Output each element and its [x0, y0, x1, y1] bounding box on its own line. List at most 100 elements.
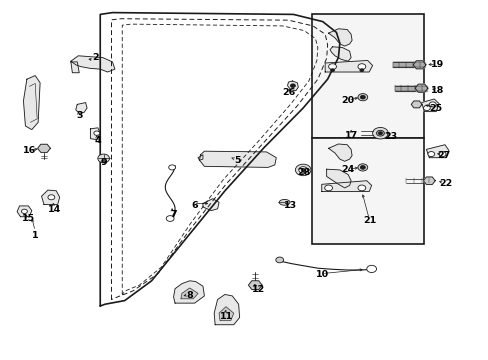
Circle shape	[330, 69, 334, 72]
Text: 20: 20	[341, 95, 354, 104]
Circle shape	[360, 166, 365, 169]
Polygon shape	[321, 181, 371, 192]
Polygon shape	[181, 288, 198, 299]
Text: 19: 19	[430, 60, 444, 69]
Text: 25: 25	[429, 104, 442, 112]
Text: 15: 15	[22, 214, 35, 223]
Text: 24: 24	[341, 165, 354, 174]
Polygon shape	[423, 177, 434, 184]
Polygon shape	[328, 144, 351, 161]
Text: 28: 28	[297, 167, 310, 176]
Polygon shape	[397, 62, 403, 67]
Circle shape	[378, 132, 382, 135]
Circle shape	[168, 165, 175, 170]
Text: 5: 5	[233, 156, 240, 165]
Polygon shape	[173, 281, 204, 303]
Polygon shape	[414, 84, 427, 92]
Circle shape	[298, 167, 307, 173]
Polygon shape	[326, 169, 350, 188]
Polygon shape	[325, 60, 372, 72]
Circle shape	[357, 185, 365, 191]
Polygon shape	[405, 86, 410, 91]
Polygon shape	[71, 56, 115, 72]
Circle shape	[357, 94, 367, 101]
Text: 18: 18	[430, 86, 444, 95]
Polygon shape	[287, 81, 298, 91]
Polygon shape	[38, 144, 50, 152]
Circle shape	[94, 131, 100, 135]
Polygon shape	[219, 307, 233, 320]
Polygon shape	[410, 86, 415, 91]
Circle shape	[275, 257, 283, 263]
Circle shape	[357, 64, 365, 69]
Text: 12: 12	[251, 285, 264, 294]
Text: 6: 6	[191, 201, 198, 210]
Circle shape	[324, 185, 332, 191]
Circle shape	[423, 105, 429, 111]
Bar	[311, 138, 424, 244]
Text: 17: 17	[344, 130, 357, 139]
Polygon shape	[421, 86, 426, 91]
Polygon shape	[412, 61, 425, 69]
Text: 9: 9	[100, 158, 107, 167]
Text: 26: 26	[281, 88, 295, 97]
Circle shape	[21, 209, 27, 213]
Polygon shape	[421, 99, 438, 112]
Circle shape	[295, 164, 310, 176]
Polygon shape	[76, 103, 87, 113]
Polygon shape	[214, 294, 239, 325]
Circle shape	[360, 95, 365, 99]
Text: 22: 22	[438, 179, 452, 188]
Bar	[311, 14, 424, 138]
Polygon shape	[403, 62, 408, 67]
Polygon shape	[248, 281, 262, 289]
Text: 27: 27	[436, 151, 450, 160]
Circle shape	[376, 130, 384, 136]
Text: 2: 2	[92, 53, 99, 62]
Text: 3: 3	[76, 111, 83, 120]
Polygon shape	[426, 145, 448, 158]
Polygon shape	[399, 86, 405, 91]
Circle shape	[166, 216, 174, 221]
Polygon shape	[392, 62, 397, 67]
Polygon shape	[203, 199, 219, 211]
Polygon shape	[329, 47, 350, 61]
Polygon shape	[199, 151, 276, 167]
Polygon shape	[415, 86, 421, 91]
Text: 14: 14	[48, 205, 61, 214]
Circle shape	[328, 64, 336, 69]
Polygon shape	[90, 128, 100, 140]
Polygon shape	[419, 62, 424, 67]
Circle shape	[372, 127, 387, 139]
Circle shape	[48, 195, 55, 200]
Polygon shape	[198, 155, 203, 160]
Text: 21: 21	[362, 216, 376, 225]
Circle shape	[98, 154, 109, 163]
Polygon shape	[71, 62, 79, 73]
Polygon shape	[413, 62, 419, 67]
Text: 4: 4	[94, 136, 101, 145]
Text: 8: 8	[186, 292, 193, 300]
Circle shape	[301, 168, 305, 171]
Circle shape	[438, 152, 445, 157]
Circle shape	[427, 152, 434, 157]
Text: 16: 16	[22, 146, 36, 155]
Polygon shape	[328, 29, 351, 46]
Text: 23: 23	[384, 132, 397, 140]
Polygon shape	[23, 76, 40, 130]
Circle shape	[359, 69, 363, 72]
Polygon shape	[410, 101, 421, 108]
Circle shape	[366, 265, 376, 273]
Text: 7: 7	[170, 210, 177, 219]
Circle shape	[290, 84, 295, 87]
Polygon shape	[394, 86, 399, 91]
Ellipse shape	[279, 199, 289, 205]
Text: 10: 10	[316, 270, 328, 279]
Polygon shape	[41, 190, 60, 204]
Text: 13: 13	[284, 202, 296, 210]
Circle shape	[357, 164, 367, 171]
Circle shape	[428, 102, 435, 107]
Polygon shape	[408, 62, 413, 67]
Polygon shape	[17, 206, 32, 217]
Text: 11: 11	[219, 312, 233, 321]
